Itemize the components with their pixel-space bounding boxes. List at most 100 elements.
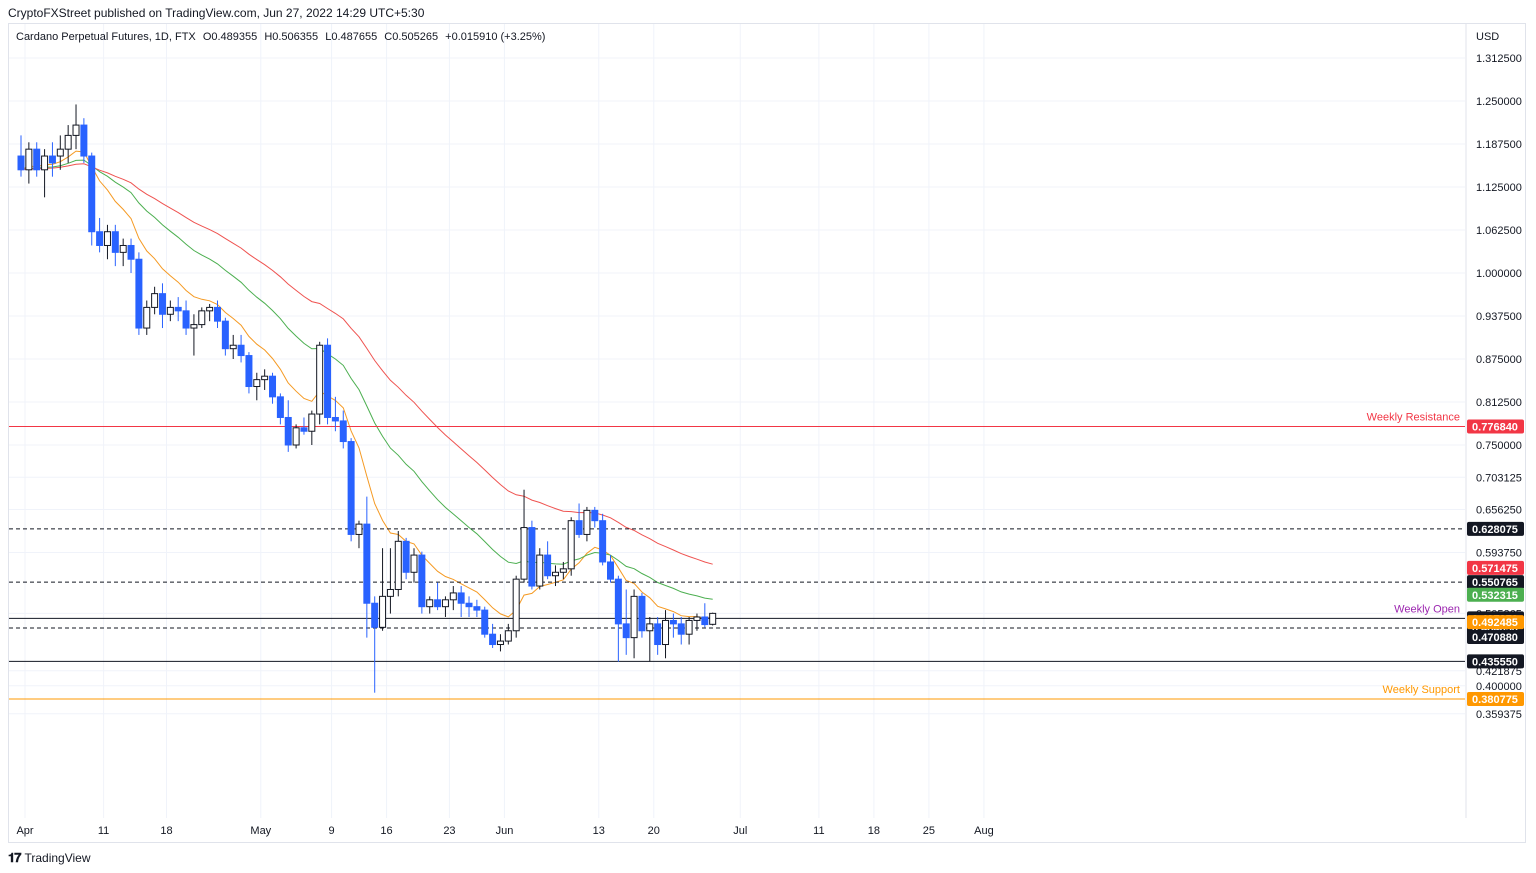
candle-body: [646, 623, 654, 632]
candle-body: [261, 375, 269, 381]
candle-body: [103, 231, 111, 246]
ma-price-tag: 0.571475: [1472, 563, 1518, 575]
candle-body: [284, 416, 292, 446]
x-tick-label: 16: [380, 825, 392, 837]
y-tick-label: 0.937500: [1476, 311, 1522, 323]
candle-body: [308, 413, 316, 432]
candle-body: [363, 523, 371, 604]
candle-body: [379, 595, 387, 628]
candle-body: [182, 310, 190, 329]
x-tick-label: 11: [98, 825, 109, 837]
level-price-tag-bg: [1467, 521, 1524, 536]
candle-body: [489, 633, 497, 646]
x-tick-label: Apr: [16, 825, 33, 837]
candle-body: [190, 324, 198, 329]
candle-body: [355, 523, 363, 535]
candle-body: [638, 595, 646, 632]
tradingview-logo-icon[interactable]: 𝟏𝟕: [8, 850, 22, 865]
candle-body: [418, 554, 426, 608]
ma-price-tag-bg: [1467, 560, 1524, 575]
candle-body: [339, 420, 347, 443]
x-tick-label: 13: [593, 825, 605, 837]
y-tick-label: 1.312500: [1476, 53, 1522, 65]
level-price-tag: 0.628075: [1472, 524, 1518, 536]
y-tick-label: 1.000000: [1476, 268, 1522, 280]
ma-price-tag: 0.532315: [1472, 590, 1518, 602]
y-tick-label: 0.703125: [1476, 472, 1522, 484]
level-price-tag: 0.435550: [1472, 656, 1518, 668]
y-tick-label: 1.187500: [1476, 139, 1522, 151]
candle-body: [56, 148, 64, 157]
candle-body: [48, 155, 56, 164]
candle-body: [528, 527, 536, 587]
candle-body: [559, 568, 567, 573]
ma-price-tag-bg: [1467, 587, 1524, 602]
y-tick-label: 0.421875: [1476, 666, 1522, 678]
level-price-tag: 0.776840: [1472, 422, 1518, 434]
candle-body: [206, 306, 214, 312]
candle-body: [567, 520, 575, 570]
candle-body: [41, 155, 49, 171]
candle-body: [331, 416, 339, 422]
candle-body: [127, 244, 135, 260]
symbol-legend: Cardano Perpetual Futures, 1D, FTX O0.48…: [16, 31, 549, 43]
candle-body: [316, 344, 324, 415]
candle-body: [481, 609, 489, 635]
candle-body: [473, 606, 481, 611]
candle-body: [25, 148, 33, 171]
footer-logo-text: TradingView: [24, 851, 91, 865]
candle-body: [386, 588, 394, 597]
candle-body: [607, 561, 614, 580]
level-price-tag-bg: [1467, 654, 1524, 669]
candle-body: [669, 619, 677, 625]
candle-body: [111, 231, 119, 253]
y-tick-label: 1.250000: [1476, 96, 1522, 108]
candle-body: [347, 441, 355, 535]
candle-body: [583, 509, 591, 535]
candle-body: [276, 396, 284, 418]
candle-body: [198, 310, 206, 326]
ema-fast-line: [20, 150, 713, 619]
x-tick-label: Jul: [733, 825, 747, 837]
candle-body: [701, 616, 709, 626]
candle-body: [245, 355, 253, 388]
candle-body: [119, 244, 127, 253]
candle-body: [622, 623, 630, 639]
candle-body: [496, 640, 504, 646]
ma-price-tag-bg: [1467, 615, 1524, 630]
candle-body: [253, 379, 261, 388]
y-tick-label: 0.656250: [1476, 505, 1522, 517]
level-price-tag-bg: [1467, 575, 1524, 590]
ema-mid-line: [20, 159, 713, 600]
candle-body: [591, 509, 599, 522]
y-tick-label: 0.875000: [1476, 354, 1522, 366]
candle-body: [434, 599, 442, 608]
candle-body: [64, 134, 72, 150]
candle-body: [677, 623, 685, 635]
y-tick-label: 0.359375: [1476, 709, 1522, 721]
candle-body: [599, 520, 607, 563]
candle-body: [324, 344, 332, 418]
publisher-line: CryptoFXStreet published on TradingView.…: [8, 6, 425, 20]
legend-high: H0.506355: [264, 31, 319, 43]
x-tick-label: 18: [160, 825, 172, 837]
candle-body: [292, 427, 300, 446]
y-tick-label: 1.062500: [1476, 225, 1522, 237]
candle-body: [614, 578, 622, 625]
footer: 𝟏𝟕 TradingView: [8, 850, 91, 866]
candle-body: [426, 599, 434, 608]
candle-body: [709, 612, 717, 625]
candle-body: [449, 592, 457, 601]
candle-body: [371, 602, 379, 628]
x-tick-label: May: [250, 825, 271, 837]
x-tick-label: 11: [813, 825, 824, 837]
candle-body: [402, 540, 410, 573]
candle-body: [158, 293, 166, 315]
candle-body: [662, 619, 670, 646]
candle-body: [551, 571, 559, 577]
ma-price-tag: 0.470880: [1472, 632, 1518, 644]
candle-body: [410, 554, 418, 573]
candle-body: [536, 554, 544, 587]
y-tick-label: 0.400000: [1476, 681, 1522, 693]
